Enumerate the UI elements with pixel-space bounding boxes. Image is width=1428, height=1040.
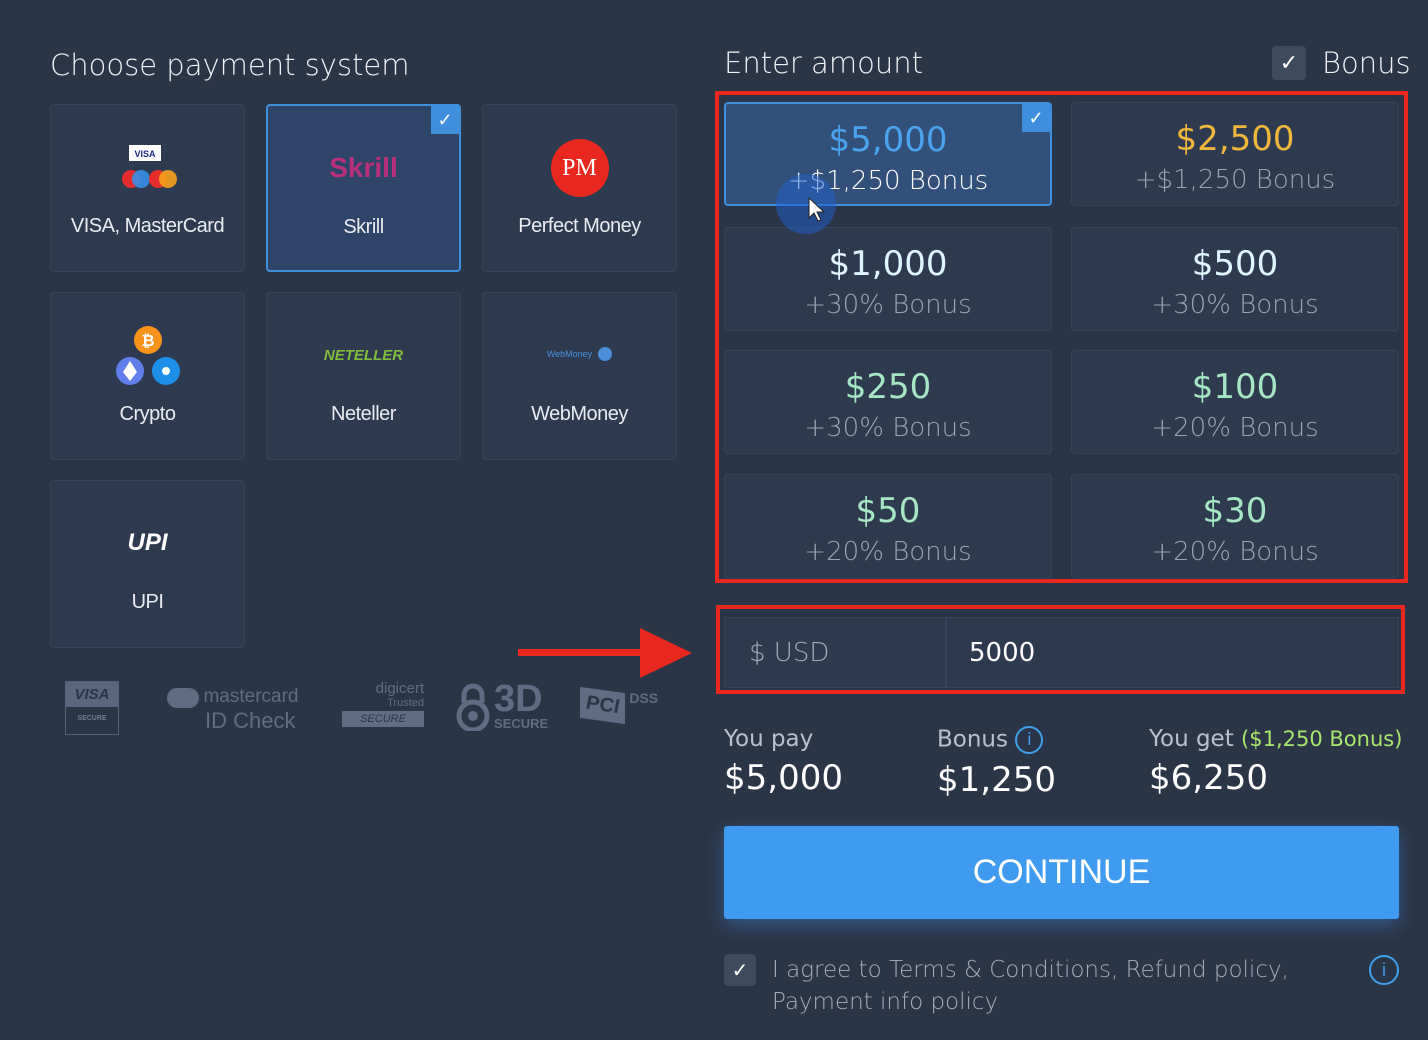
method-label: UPI [131, 591, 164, 613]
amount-value: $100 [1191, 367, 1279, 407]
webmoney-logo-text: WebMoney [546, 349, 593, 359]
method-label: Neteller [331, 403, 396, 425]
amount-bonus: +20% Bonus [804, 537, 972, 567]
amount-input[interactable]: 5000 [946, 617, 1399, 688]
amount-option[interactable]: $100 +20% Bonus [1071, 350, 1399, 454]
amount-bonus: +30% Bonus [1151, 290, 1319, 320]
mastercard-text: mastercard [203, 686, 299, 707]
3d-text: 3D [494, 678, 543, 720]
payment-skrill[interactable]: ✓ Skrill Skrill [266, 104, 461, 272]
amount-value: $5,000 [828, 120, 948, 160]
you-get-value: $6,250 [1149, 758, 1268, 798]
skrill-logo: Skrill [329, 152, 398, 183]
amount-bonus: +20% Bonus [1151, 537, 1319, 567]
bonus-label: Bonus [1322, 46, 1411, 80]
amount-bonus: +30% Bonus [804, 413, 972, 443]
visa-mastercard-icon: VISA [51, 145, 244, 195]
highlight-box-amounts [715, 91, 1408, 583]
checkmark-icon: ✓ [1022, 104, 1050, 132]
neteller-logo: NETELLER [323, 347, 404, 364]
amount-option[interactable]: $50 +20% Bonus [724, 474, 1052, 578]
digicert-logo: digicert Trusted SECURE [342, 680, 424, 727]
payment-crypto[interactable]: ₿ Crypto [50, 292, 245, 460]
payment-system-title: Choose payment system [50, 48, 410, 82]
currency-select[interactable]: $ USD [724, 617, 946, 688]
payment-neteller[interactable]: NETELLER Neteller [266, 292, 461, 460]
terms-info-icon[interactable]: i [1369, 955, 1399, 985]
bonus-summary-label: Bonus [937, 726, 1008, 753]
upi-logo: UPI [127, 529, 168, 556]
amount-option[interactable]: $2,500 +$1,250 Bonus [1071, 102, 1399, 206]
agree-checkbox[interactable]: ✓ [724, 954, 756, 986]
red-arrow-annotation [518, 628, 692, 678]
id-check-text: ID Check [205, 708, 296, 733]
crypto-icon: ₿ [51, 323, 244, 387]
amount-bonus: +$1,250 Bonus [1134, 165, 1336, 195]
you-get: You get ($1,250 Bonus) $6,250 [1149, 726, 1402, 798]
amount-value: $50 [855, 491, 921, 531]
amount-bonus: +20% Bonus [1151, 413, 1319, 443]
pci-dss-logo: PCI DSS [580, 686, 659, 725]
payment-perfect-money[interactable]: PM Perfect Money [482, 104, 677, 272]
bonus-summary: Bonus i $1,250 [937, 726, 1056, 800]
method-label: Skrill [343, 216, 384, 238]
you-pay-value: $5,000 [724, 758, 843, 798]
you-get-bonus: ($1,250 Bonus) [1241, 727, 1403, 751]
lock-icon [456, 683, 490, 731]
amount-option[interactable]: ✓ $5,000 +$1,250 Bonus [724, 102, 1052, 206]
you-pay-label: You pay [724, 726, 814, 752]
perfect-money-logo: PM [550, 139, 609, 197]
digicert-secure-text: SECURE [342, 711, 424, 727]
bonus-checkbox[interactable]: ✓ [1272, 46, 1306, 80]
payment-visa-mastercard[interactable]: VISA VISA, MasterCard [50, 104, 245, 272]
visa-text: VISA [66, 682, 118, 707]
dss-text: DSS [629, 690, 659, 706]
amount-value: $250 [844, 367, 932, 407]
amount-value: $1,000 [828, 244, 948, 284]
mastercard-id-check-logo: mastercard ID Check [167, 686, 298, 734]
3d-secure-logo: 3D SECURE [456, 678, 549, 731]
bonus-summary-value: $1,250 [937, 760, 1056, 800]
continue-button[interactable]: CONTINUE [724, 826, 1399, 919]
3d-secure-text: SECURE [494, 716, 549, 731]
amount-option[interactable]: $250 +30% Bonus [724, 350, 1052, 454]
svg-text:₿: ₿ [141, 332, 154, 350]
method-label: Crypto [119, 403, 176, 425]
method-label: Perfect Money [518, 215, 641, 237]
visa-secure-text: SECURE [77, 715, 107, 722]
cursor-icon [776, 174, 836, 234]
trusted-text: Trusted [387, 697, 424, 709]
payment-webmoney[interactable]: WebMoney WebMoney [482, 292, 677, 460]
svg-text:VISA: VISA [134, 149, 156, 159]
pci-text: PCI [580, 686, 626, 725]
method-label: VISA, MasterCard [70, 215, 225, 237]
amount-value: $500 [1191, 244, 1279, 284]
agree-text[interactable]: I agree to Terms & Conditions, Refund po… [772, 957, 1289, 1015]
amount-value: $2,500 [1175, 119, 1295, 159]
amount-value: $30 [1202, 491, 1268, 531]
visa-secure-logo: VISA SECURE [65, 681, 119, 735]
amount-option[interactable]: $30 +20% Bonus [1071, 474, 1399, 578]
you-get-label: You get [1149, 726, 1234, 752]
enter-amount-title: Enter amount [724, 46, 923, 80]
amount-option[interactable]: $500 +30% Bonus [1071, 227, 1399, 331]
method-label: WebMoney [531, 403, 628, 425]
digicert-text: digicert [375, 680, 424, 697]
highlight-box-input [716, 605, 1405, 694]
webmoney-logo: WebMoney [483, 347, 676, 361]
amount-option[interactable]: $1,000 +30% Bonus [724, 227, 1052, 331]
amount-bonus: +30% Bonus [804, 290, 972, 320]
info-icon[interactable]: i [1015, 726, 1044, 754]
checkmark-icon: ✓ [431, 106, 459, 134]
payment-upi[interactable]: UPI UPI [50, 480, 245, 648]
you-pay: You pay $5,000 [724, 726, 843, 798]
